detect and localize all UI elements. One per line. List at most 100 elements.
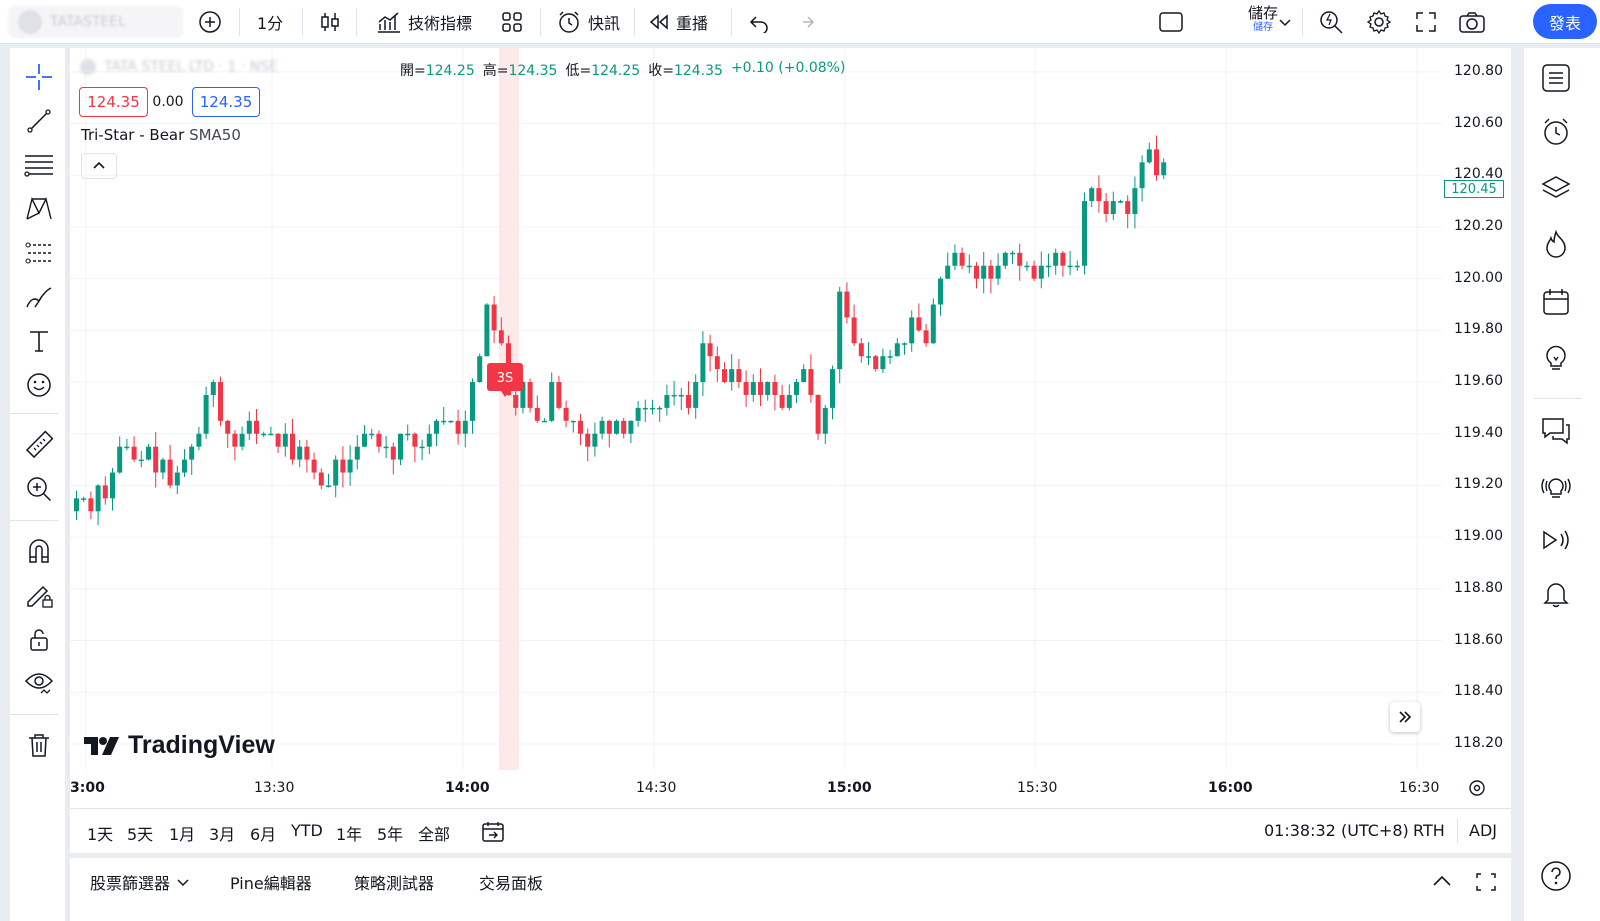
go-to-date-button[interactable] [480,819,506,849]
watchlist-button[interactable] [1538,60,1574,96]
candle[interactable] [470,378,475,434]
candle[interactable] [74,490,79,520]
candle[interactable] [1046,253,1051,277]
replay-button[interactable]: 重播 [648,0,708,44]
candle[interactable] [182,449,187,477]
candle[interactable] [650,399,655,415]
candle[interactable] [916,303,922,332]
candle[interactable] [369,428,375,440]
candle[interactable] [1060,250,1066,277]
pattern-tool[interactable] [22,192,56,226]
candle[interactable] [974,262,979,289]
candle[interactable] [549,372,555,423]
brush-tool[interactable] [22,280,56,314]
snapshot-button[interactable] [1458,0,1486,44]
compare-symbol-button[interactable] [198,0,222,44]
settings-button[interactable] [1366,0,1392,44]
range-button[interactable]: YTD [291,821,323,840]
broadcast-button[interactable] [1538,522,1574,558]
candle[interactable] [146,443,151,461]
candle[interactable] [642,399,648,422]
alert-button[interactable]: 快訊 [556,0,620,44]
candle[interactable] [282,423,288,457]
chart-type-button[interactable] [318,0,342,44]
candle[interactable] [203,386,209,439]
candle[interactable] [153,432,159,488]
symbol-search[interactable]: TATASTEEL [8,6,183,38]
axis-settings-button[interactable] [1467,778,1487,802]
candle[interactable] [1132,176,1138,229]
candle[interactable] [599,416,605,440]
candle[interactable] [894,338,900,357]
candle[interactable] [498,317,504,346]
candle[interactable] [138,450,144,468]
candle[interactable] [621,417,627,439]
measure-tool[interactable] [22,428,56,462]
zoom-tool[interactable] [22,472,56,506]
candle[interactable] [1103,192,1109,223]
candle[interactable] [570,420,576,433]
candle[interactable] [398,433,403,466]
candle[interactable] [174,466,180,494]
candle[interactable] [340,446,346,488]
candle[interactable] [923,324,929,347]
candle[interactable] [794,378,799,404]
candle[interactable] [851,304,857,347]
trend-line-tool[interactable] [22,104,56,138]
candle[interactable] [930,298,936,344]
range-button[interactable]: 5天 [127,825,154,844]
candle[interactable] [1161,158,1167,180]
range-button[interactable]: 1年 [336,825,363,844]
candle[interactable] [1125,195,1131,229]
candle[interactable] [1024,261,1030,272]
candle[interactable] [909,310,915,352]
candle[interactable] [218,376,223,427]
candle[interactable] [405,424,411,441]
candle[interactable] [1017,243,1023,281]
candle[interactable] [513,390,519,416]
tab-strategy-tester[interactable]: 策略測試器 [354,870,434,894]
candle[interactable] [635,401,641,427]
range-button[interactable]: 3月 [209,825,236,844]
price-chart[interactable]: 3S [70,48,1511,808]
candle[interactable] [1010,250,1015,265]
object-tree-button[interactable] [1538,170,1574,206]
candle[interactable] [837,286,843,384]
candle[interactable] [606,419,612,448]
candle[interactable] [714,346,720,382]
candle[interactable] [484,303,490,357]
candle[interactable] [664,384,670,416]
candle[interactable] [354,435,360,470]
undo-button[interactable] [748,0,770,44]
candle[interactable] [491,296,497,344]
candle[interactable] [722,362,727,384]
candle[interactable] [318,468,324,490]
candle[interactable] [707,334,713,372]
candle[interactable] [808,354,814,403]
crosshair-tool[interactable] [22,60,56,94]
help-button[interactable] [1538,858,1574,894]
candle[interactable] [995,253,1001,286]
candle[interactable] [556,375,562,410]
candle[interactable] [1146,142,1152,164]
candle[interactable] [815,394,821,440]
candle[interactable] [383,436,389,459]
save-button[interactable]: 儲存 儲存 [1236,4,1290,40]
candle[interactable] [1110,191,1116,220]
chats-button[interactable] [1538,412,1574,448]
candle[interactable] [1096,175,1102,213]
candle[interactable] [419,439,425,461]
candle[interactable] [585,428,591,462]
candle[interactable] [189,444,195,475]
remove-drawings-tool[interactable] [22,728,56,762]
tab-pine-editor[interactable]: Pine編輯器 [230,870,312,894]
range-button[interactable]: 全部 [418,825,451,844]
candle[interactable] [239,426,245,451]
candle[interactable] [196,426,202,451]
tab-trading-panel[interactable]: 交易面板 [479,870,543,894]
candle[interactable] [246,411,252,440]
candle[interactable] [290,418,295,465]
ideas-button[interactable] [1538,340,1574,376]
range-button[interactable]: 6月 [250,825,277,844]
candle[interactable] [210,379,216,407]
